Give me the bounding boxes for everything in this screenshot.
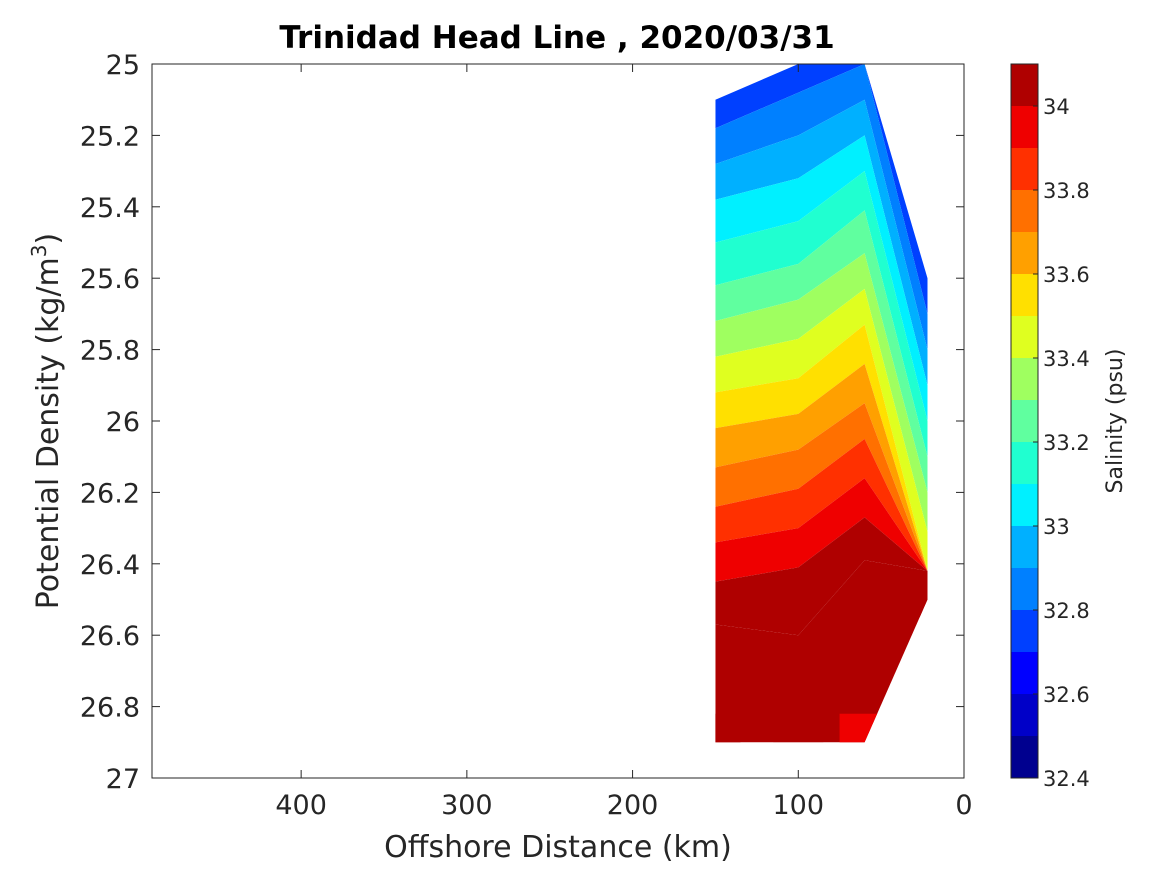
y-axis-label-closing: )	[31, 233, 66, 245]
colorbar-swatch	[1011, 442, 1038, 484]
contour-bands	[715, 64, 928, 760]
colorbar-swatch	[1011, 106, 1038, 148]
y-tick-label: 25	[106, 50, 140, 81]
contour-band	[715, 288, 928, 571]
colorbar-swatch	[1011, 358, 1038, 400]
colorbar-ticks: 32.4 32.6 32.8 33 33.2 33.4 33.6 33.8 34	[1033, 95, 1090, 791]
colorbar-swatch	[1011, 484, 1038, 526]
contour-band	[715, 517, 928, 636]
colorbar-tick-label: 33.2	[1043, 431, 1090, 455]
x-tick-label: 400	[275, 790, 327, 821]
y-tick-label: 25.4	[80, 193, 140, 224]
colorbar-swatch	[1011, 610, 1038, 652]
x-tick-label: 100	[773, 790, 825, 821]
colorbar-swatch	[1011, 274, 1038, 316]
y-tick-label: 26.2	[80, 478, 140, 509]
y-axis-label-main: Potential Density (kg/m	[31, 257, 66, 609]
contour-band	[715, 99, 928, 386]
y-axis-ticks: 25 25.2 25.4 25.6 25.8 26 26.2 26.4 26.6 26.8 27	[80, 50, 964, 795]
y-axis-label: Potential Density (kg/m3)	[27, 233, 66, 609]
colorbar-tick-label: 32.4	[1043, 767, 1090, 791]
contour-band	[715, 210, 928, 493]
colorbar-tick-label: 34	[1043, 95, 1070, 119]
y-tick-label: 25.8	[80, 336, 140, 367]
contour-band	[715, 560, 928, 743]
colorbar-tick-label: 33.6	[1043, 263, 1090, 287]
contour-bottom-patch	[715, 713, 741, 743]
colorbar-label: Salinity (psu)	[1103, 349, 1128, 494]
contour-bottom-patch	[773, 742, 823, 760]
colorbar-swatch	[1011, 568, 1038, 610]
contour-band	[715, 171, 928, 457]
colorbar-tick-label: 32.6	[1043, 683, 1090, 707]
y-tick-label: 27	[106, 764, 140, 795]
colorbar-swatch	[1011, 190, 1038, 232]
colorbar-tick-label: 33.8	[1043, 179, 1090, 203]
y-tick-label: 26.4	[80, 550, 140, 581]
x-tick-label: 0	[955, 790, 972, 821]
contour-band	[715, 135, 928, 421]
contour-band	[715, 438, 928, 571]
contour-bottom-patch	[902, 570, 928, 618]
y-tick-label: 25.6	[80, 264, 140, 295]
colorbar-swatch	[1011, 400, 1038, 442]
chart-title: Trinidad Head Line , 2020/03/31	[279, 20, 834, 56]
contour-band	[715, 403, 928, 571]
colorbar-tick-label: 33	[1043, 515, 1070, 539]
colorbar-swatch	[1011, 148, 1038, 190]
y-axis-label-superscript: 3	[27, 244, 51, 257]
colorbar-swatch	[1011, 316, 1038, 358]
y-tick-label: 26	[106, 407, 140, 438]
contour-band	[715, 478, 928, 582]
x-tick-label: 300	[441, 790, 493, 821]
y-tick-label: 26.8	[80, 693, 140, 724]
colorbar	[1011, 64, 1038, 778]
colorbar-swatch	[1011, 694, 1038, 736]
contour-band	[715, 363, 928, 571]
contour-band	[715, 64, 928, 350]
colorbar-swatch	[1011, 652, 1038, 694]
colorbar-swatch	[1011, 232, 1038, 274]
y-tick-label: 26.6	[80, 621, 140, 652]
y-tick-label: 25.2	[80, 121, 140, 152]
colorbar-tick-label: 33.4	[1043, 347, 1090, 371]
colorbar-swatch	[1011, 526, 1038, 568]
contour-band	[715, 253, 928, 532]
x-axis-label: Offshore Distance (km)	[384, 830, 732, 865]
colorbar-frame	[1010, 63, 1039, 779]
colorbar-tick-label: 32.8	[1043, 599, 1090, 623]
contour-band	[715, 324, 928, 571]
x-axis-ticks: 400 300 200 100 0	[275, 64, 973, 821]
colorbar-swatch	[1011, 736, 1038, 778]
contour-bottom-patch	[839, 713, 890, 743]
x-tick-label: 200	[607, 790, 659, 821]
colorbar-swatch	[1011, 64, 1038, 106]
